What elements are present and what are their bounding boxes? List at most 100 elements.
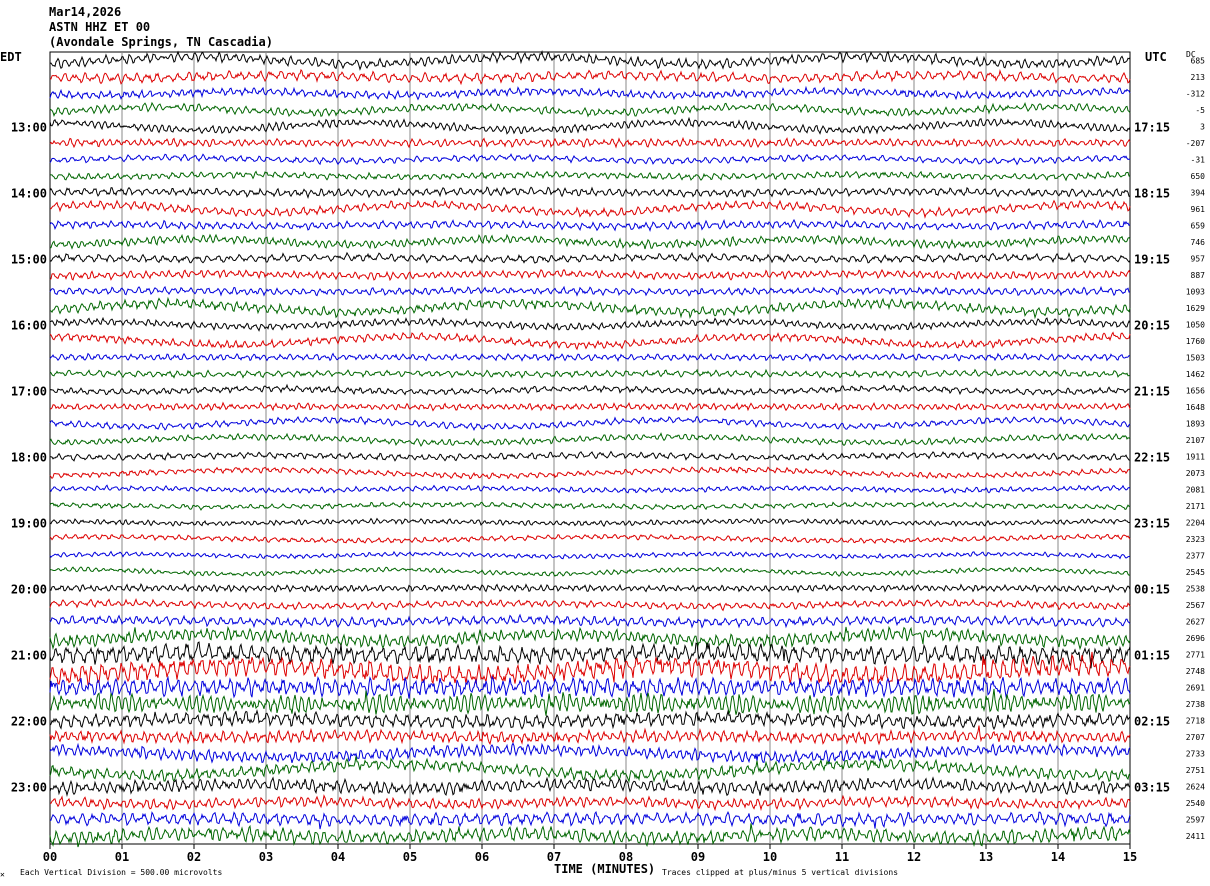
plot-frame <box>49 51 1131 845</box>
dc-offset-21: 1656 <box>1186 386 1205 395</box>
dc-offset-12: 746 <box>1191 238 1206 247</box>
trace-46 <box>50 794 1131 812</box>
dc-offset-15: 1093 <box>1186 287 1205 296</box>
x-tick-label-01: 01 <box>115 850 129 864</box>
dc-offset-6: -207 <box>1186 139 1205 148</box>
x-tick-label-14: 14 <box>1051 850 1065 864</box>
dc-offset-1: 685 <box>1191 56 1206 65</box>
trace-22 <box>49 401 1131 412</box>
left-hour-label-1900: 19:00 <box>11 516 47 530</box>
dc-offset-42: 2707 <box>1186 733 1205 742</box>
trace-41 <box>49 709 1131 731</box>
left-hour-label-1800: 18:00 <box>11 450 47 464</box>
dc-offset-28: 2171 <box>1186 502 1205 511</box>
dc-offset-37: 2771 <box>1186 650 1205 659</box>
dc-offset-38: 2748 <box>1186 667 1205 676</box>
trace-6 <box>49 136 1131 149</box>
dc-offset-11: 659 <box>1191 221 1206 230</box>
dc-offset-13: 957 <box>1191 254 1206 263</box>
x-axis-ticks: 00 01 02 03 04 05 06 07 08 09 10 11 12 13 14 15 <box>43 844 1137 864</box>
clip-note: Traces clipped at plus/minus 5 vertical … <box>662 868 899 877</box>
dc-offset-41: 2718 <box>1186 716 1205 725</box>
trace-34 <box>49 597 1131 612</box>
left-hour-label-1600: 16:00 <box>11 318 47 332</box>
trace-31 <box>49 550 1131 560</box>
left-hour-label-2300: 23:00 <box>11 780 47 794</box>
trace-17 <box>50 316 1131 332</box>
dc-offset-29: 2204 <box>1186 518 1205 527</box>
dc-offset-10: 961 <box>1191 205 1206 214</box>
left-hour-label-1500: 15:00 <box>11 252 47 266</box>
trace-47 <box>49 811 1131 830</box>
left-hour-label-1400: 14:00 <box>11 186 47 200</box>
dc-offset-5: 3 <box>1200 122 1205 131</box>
left-hour-label-2000: 20:00 <box>11 582 47 596</box>
right-hour-label-2015: 20:15 <box>1134 318 1170 332</box>
dc-offset-19: 1503 <box>1186 353 1205 362</box>
trace-3 <box>49 85 1131 101</box>
dc-offset-39: 2691 <box>1186 683 1205 692</box>
dc-offset-18: 1760 <box>1186 337 1205 346</box>
left-hour-label-2100: 21:00 <box>11 648 47 662</box>
right-hour-label-2315: 23:15 <box>1134 516 1170 530</box>
trace-36 <box>49 625 1131 651</box>
right-hour-label-0215: 02:15 <box>1134 714 1170 728</box>
dc-offset-33: 2538 <box>1186 584 1205 593</box>
minute-gridlines <box>121 52 1059 844</box>
trace-43 <box>49 742 1131 765</box>
x-tick-label-13: 13 <box>979 850 993 864</box>
dc-offset-46: 2540 <box>1186 799 1205 808</box>
dc-offset-35: 2627 <box>1186 617 1205 626</box>
trace-2 <box>49 68 1131 86</box>
trace-7 <box>49 153 1131 166</box>
left-timezone-label: EDT <box>0 50 22 64</box>
x-tick-label-11: 11 <box>835 850 849 864</box>
trace-13 <box>49 251 1131 264</box>
dc-offset-22: 1648 <box>1186 403 1205 412</box>
dc-offset-7: -31 <box>1191 155 1206 164</box>
x-tick-label-03: 03 <box>259 850 273 864</box>
dc-offset-43: 2733 <box>1186 749 1205 758</box>
dc-offset-3: -312 <box>1186 89 1205 98</box>
dc-offset-25: 1911 <box>1186 452 1205 461</box>
right-hour-label-0115: 01:15 <box>1134 648 1170 662</box>
station-code: ASTN HHZ ET 00 <box>49 20 151 34</box>
station-location: (Avondale Springs, TN Cascadia) <box>49 35 273 49</box>
left-hour-label-2200: 22:00 <box>11 714 47 728</box>
dc-offset-34: 2567 <box>1186 601 1205 610</box>
dc-offset-36: 2696 <box>1186 634 1205 643</box>
trace-33 <box>49 583 1131 594</box>
dc-offset-9: 394 <box>1191 188 1206 197</box>
left-hour-label-1300: 13:00 <box>11 120 47 134</box>
seismic-traces <box>49 49 1131 848</box>
trace-39 <box>49 675 1131 699</box>
trace-21 <box>49 383 1130 396</box>
dc-offset-40: 2738 <box>1186 700 1205 709</box>
corner-mark: ✕ <box>0 870 5 879</box>
x-tick-label-07: 07 <box>547 850 561 864</box>
trace-38 <box>49 651 1131 686</box>
trace-15 <box>49 285 1131 297</box>
dc-offset-14: 887 <box>1191 271 1206 280</box>
trace-40 <box>49 688 1131 716</box>
trace-37 <box>49 641 1131 669</box>
dc-offset-24: 2107 <box>1186 436 1205 445</box>
trace-19 <box>49 352 1131 363</box>
trace-27 <box>49 484 1131 494</box>
x-tick-label-09: 09 <box>691 850 705 864</box>
x-tick-label-04: 04 <box>331 850 345 864</box>
scale-note: Each Vertical Division = 500.00 microvol… <box>20 868 223 877</box>
right-hour-label-2215: 22:15 <box>1134 450 1170 464</box>
right-hour-label-0315: 03:15 <box>1134 780 1170 794</box>
trace-32 <box>49 566 1131 577</box>
right-hour-labels: 17:15 18:15 19:15 20:15 21:15 22:15 23:15 00:15… <box>1134 120 1170 794</box>
dc-offset-27: 2081 <box>1186 485 1205 494</box>
x-tick-label-06: 06 <box>475 850 489 864</box>
dc-offset-17: 1050 <box>1186 320 1205 329</box>
trace-23 <box>49 415 1131 432</box>
trace-8 <box>49 170 1131 182</box>
right-hour-label-0015: 00:15 <box>1134 582 1170 596</box>
trace-28 <box>49 501 1131 511</box>
trace-24 <box>49 432 1131 447</box>
